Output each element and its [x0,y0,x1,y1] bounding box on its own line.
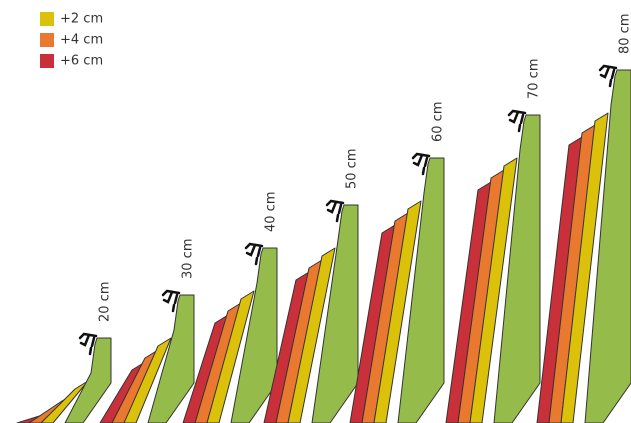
legend-label: +4 cm [60,33,103,48]
legend-label: +2 cm [60,12,103,27]
legend-swatch [40,33,54,47]
cliff [445,109,541,423]
band [469,157,518,423]
cliff [536,64,631,423]
cliff-label: 30 cm [181,239,196,280]
cliff [263,199,359,423]
band [373,200,422,423]
legend-label: +6 cm [60,54,103,69]
climber [78,332,98,356]
cliff-label: 40 cm [264,192,279,233]
climber [244,242,264,266]
cliff-label: 80 cm [618,14,631,55]
cliff-label: 70 cm [527,59,542,100]
legend-swatch [40,12,54,26]
band [206,290,255,423]
cliff-body [230,247,278,423]
cliff [182,242,278,423]
cliff-body [311,204,359,423]
climber [598,64,618,88]
climber [411,152,431,176]
band [123,337,172,423]
cliff-label: 20 cm [98,282,113,323]
climber [507,109,527,133]
cliff-body [584,69,631,423]
band [287,247,336,423]
climber [161,289,181,313]
cliff [99,289,195,423]
cliff-body [493,114,541,423]
cliff-label: 50 cm [345,149,360,190]
cliff [16,332,112,423]
band [560,112,609,423]
cliff-body [397,157,445,423]
climber [325,199,345,223]
legend-swatch [40,54,54,68]
cliff-label: 60 cm [431,102,446,143]
cliff-body [64,337,112,423]
cliff [349,152,445,423]
cliff-body [147,294,195,423]
